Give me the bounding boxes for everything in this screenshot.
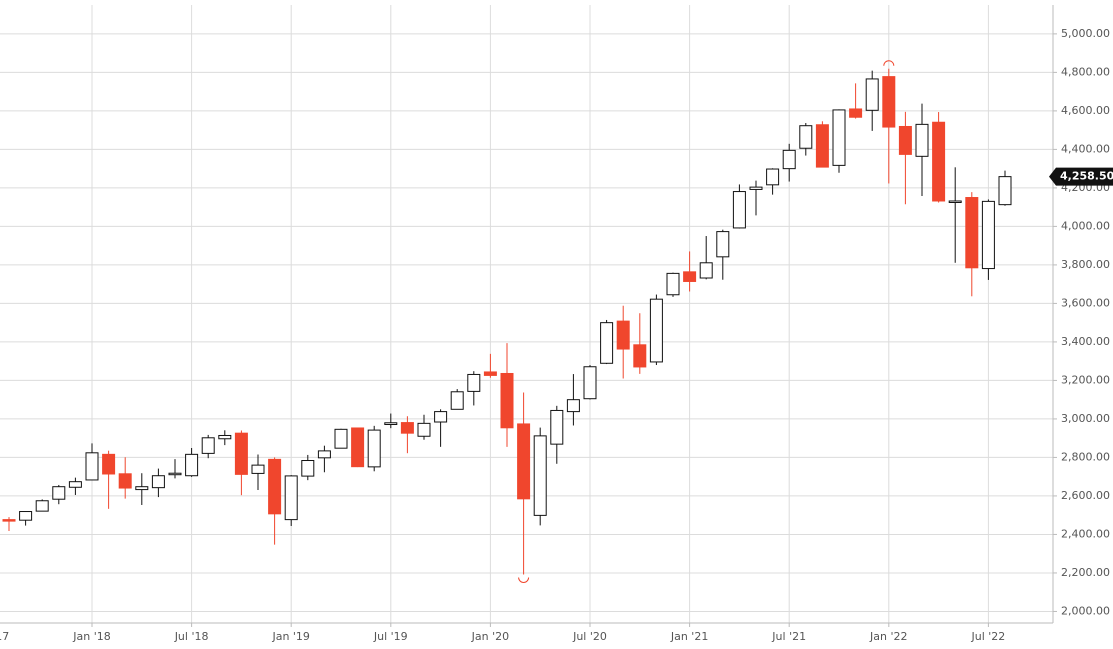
candle-body bbox=[981, 200, 995, 270]
candle-body bbox=[135, 486, 149, 491]
candle-body bbox=[882, 76, 896, 128]
y-tick-label: 2,800.00 bbox=[1061, 450, 1110, 463]
candle-body bbox=[185, 453, 199, 477]
candle-body bbox=[384, 422, 398, 426]
candle-body bbox=[500, 372, 514, 429]
x-tick-label: Jul '20 bbox=[572, 630, 607, 643]
candle-body bbox=[583, 366, 597, 400]
x-tick-label: Jan '22 bbox=[869, 630, 907, 643]
y-tick-label: 4,800.00 bbox=[1061, 65, 1110, 78]
candle-body bbox=[35, 500, 49, 512]
x-tick-label: Jul '21 bbox=[771, 630, 806, 643]
candle-body bbox=[19, 511, 33, 521]
y-tick-label: 3,000.00 bbox=[1061, 412, 1110, 425]
candle-body bbox=[400, 422, 414, 434]
high-marker bbox=[883, 60, 895, 66]
y-tick-label: 2,200.00 bbox=[1061, 566, 1110, 579]
candle-body bbox=[434, 411, 448, 423]
candle-body bbox=[317, 450, 331, 459]
x-tick-label: Jul '18 bbox=[174, 630, 209, 643]
y-tick-label: 3,400.00 bbox=[1061, 335, 1110, 348]
x-tick-label: Jul '17 bbox=[0, 630, 9, 643]
candle-body bbox=[732, 191, 746, 229]
candle-body bbox=[52, 486, 66, 500]
candle-body bbox=[898, 125, 912, 155]
candle-body bbox=[85, 452, 99, 481]
candle-body bbox=[118, 473, 132, 489]
candle-body bbox=[151, 475, 165, 489]
candle-body bbox=[268, 458, 282, 515]
candle-body bbox=[865, 78, 879, 111]
candle-body bbox=[849, 108, 863, 118]
candle-body bbox=[201, 437, 215, 454]
y-tick-label: 4,000.00 bbox=[1061, 219, 1110, 232]
candle-body bbox=[600, 322, 614, 364]
y-tick-label: 5,000.00 bbox=[1061, 27, 1110, 40]
y-tick-label: 3,200.00 bbox=[1061, 373, 1110, 386]
x-tick-label: Jul '19 bbox=[373, 630, 408, 643]
candle-body bbox=[965, 197, 979, 269]
candle-body bbox=[832, 109, 846, 166]
candle-body bbox=[666, 272, 680, 296]
candle-body bbox=[616, 320, 630, 350]
y-tick-label: 3,800.00 bbox=[1061, 258, 1110, 271]
candle-body bbox=[218, 434, 232, 440]
candle-body bbox=[815, 124, 829, 168]
candle-body bbox=[301, 460, 315, 477]
candle-body bbox=[566, 399, 580, 413]
y-tick-label: 4,600.00 bbox=[1061, 104, 1110, 117]
candle-body bbox=[799, 125, 813, 149]
candle-body bbox=[68, 481, 82, 488]
candle-body bbox=[649, 298, 663, 363]
x-tick-label: Jan '20 bbox=[471, 630, 509, 643]
candle-body bbox=[467, 373, 481, 392]
candle-body bbox=[517, 423, 531, 500]
last-price-label: 4,258.50 bbox=[1060, 170, 1113, 183]
candle-body bbox=[367, 429, 381, 468]
candle-body bbox=[251, 464, 265, 474]
y-tick-label: 2,600.00 bbox=[1061, 489, 1110, 502]
y-tick-label: 2,400.00 bbox=[1061, 527, 1110, 540]
candle-body bbox=[102, 453, 116, 475]
y-tick-label: 2,000.00 bbox=[1061, 604, 1110, 617]
candle-body bbox=[633, 344, 647, 368]
x-tick-label: Jan '21 bbox=[670, 630, 708, 643]
candle-body bbox=[550, 409, 564, 445]
candle-body bbox=[683, 271, 697, 282]
candle-body bbox=[334, 428, 348, 449]
candle-body bbox=[351, 427, 365, 468]
candle-body bbox=[533, 435, 547, 516]
y-tick-label: 4,400.00 bbox=[1061, 142, 1110, 155]
candle-body bbox=[998, 176, 1012, 206]
x-tick-label: Jan '19 bbox=[271, 630, 309, 643]
candle-body bbox=[417, 422, 431, 437]
x-tick-label: Jul '22 bbox=[971, 630, 1006, 643]
candle-body bbox=[699, 262, 713, 279]
candle-body bbox=[782, 149, 796, 170]
candle-body bbox=[234, 432, 248, 475]
candle-body bbox=[716, 231, 730, 258]
candle-body bbox=[932, 121, 946, 202]
candle-body bbox=[749, 186, 763, 190]
candle-body bbox=[948, 200, 962, 203]
candle-body bbox=[284, 475, 298, 521]
candle-body bbox=[2, 519, 16, 522]
x-tick-label: Jan '18 bbox=[72, 630, 110, 643]
low-marker bbox=[518, 577, 530, 583]
last-price-tag bbox=[1049, 167, 1113, 186]
y-tick-label: 3,600.00 bbox=[1061, 296, 1110, 309]
candle-body bbox=[766, 168, 780, 186]
candle-body bbox=[915, 123, 929, 157]
candle-body bbox=[168, 472, 182, 476]
candle-body bbox=[483, 371, 497, 376]
candle-body bbox=[450, 391, 464, 410]
